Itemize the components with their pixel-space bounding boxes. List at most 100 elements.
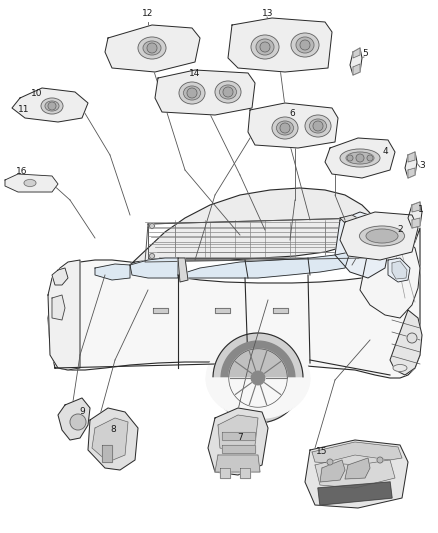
Polygon shape xyxy=(12,88,88,122)
Polygon shape xyxy=(206,378,310,418)
Polygon shape xyxy=(251,372,265,385)
Circle shape xyxy=(356,254,360,259)
Polygon shape xyxy=(130,188,375,265)
Polygon shape xyxy=(318,482,392,505)
Ellipse shape xyxy=(184,86,201,100)
Circle shape xyxy=(313,121,323,131)
Polygon shape xyxy=(5,174,58,192)
Polygon shape xyxy=(178,258,188,282)
Ellipse shape xyxy=(24,180,36,187)
Text: 14: 14 xyxy=(189,69,201,77)
Polygon shape xyxy=(48,228,420,378)
Polygon shape xyxy=(388,258,410,282)
Polygon shape xyxy=(229,349,287,407)
Polygon shape xyxy=(240,468,250,478)
Polygon shape xyxy=(353,64,360,75)
Circle shape xyxy=(149,223,155,229)
Ellipse shape xyxy=(393,365,407,372)
Polygon shape xyxy=(350,48,362,75)
Ellipse shape xyxy=(215,81,241,103)
Circle shape xyxy=(356,217,360,222)
Polygon shape xyxy=(105,25,200,72)
Circle shape xyxy=(407,333,417,343)
Polygon shape xyxy=(92,418,128,462)
Polygon shape xyxy=(340,212,418,260)
Ellipse shape xyxy=(360,226,405,246)
Ellipse shape xyxy=(310,119,326,133)
Polygon shape xyxy=(88,408,138,470)
Circle shape xyxy=(347,155,353,161)
Text: 15: 15 xyxy=(316,448,328,456)
Text: 12: 12 xyxy=(142,10,154,19)
Polygon shape xyxy=(405,152,417,178)
Polygon shape xyxy=(353,48,360,58)
Circle shape xyxy=(260,42,270,52)
Polygon shape xyxy=(325,138,395,178)
Polygon shape xyxy=(213,333,303,423)
Circle shape xyxy=(377,457,383,463)
Polygon shape xyxy=(95,264,130,280)
Text: 9: 9 xyxy=(79,408,85,416)
Ellipse shape xyxy=(143,41,161,55)
Polygon shape xyxy=(360,218,420,318)
Polygon shape xyxy=(155,70,255,115)
Polygon shape xyxy=(215,455,260,472)
Polygon shape xyxy=(130,258,178,278)
Ellipse shape xyxy=(138,37,166,59)
Circle shape xyxy=(327,459,333,465)
Polygon shape xyxy=(178,252,350,278)
Ellipse shape xyxy=(276,121,293,135)
Circle shape xyxy=(300,40,310,50)
Text: 6: 6 xyxy=(289,109,295,117)
Circle shape xyxy=(223,87,233,97)
Polygon shape xyxy=(48,260,80,370)
Text: 11: 11 xyxy=(18,106,30,115)
Circle shape xyxy=(147,43,157,53)
Polygon shape xyxy=(273,308,288,313)
Ellipse shape xyxy=(366,229,398,243)
Ellipse shape xyxy=(305,115,331,137)
Polygon shape xyxy=(221,341,295,415)
Text: 3: 3 xyxy=(419,160,425,169)
Ellipse shape xyxy=(256,39,274,55)
Polygon shape xyxy=(392,261,407,279)
Text: 7: 7 xyxy=(237,433,243,442)
Polygon shape xyxy=(248,103,338,148)
Text: 2: 2 xyxy=(397,225,403,235)
Text: 13: 13 xyxy=(262,9,274,18)
Polygon shape xyxy=(345,458,370,479)
Ellipse shape xyxy=(291,33,319,57)
Circle shape xyxy=(149,254,155,259)
Polygon shape xyxy=(222,445,255,453)
Text: 10: 10 xyxy=(31,90,43,99)
Polygon shape xyxy=(153,308,168,313)
Circle shape xyxy=(187,88,197,98)
Ellipse shape xyxy=(251,35,279,59)
Polygon shape xyxy=(315,455,395,488)
Circle shape xyxy=(48,102,56,110)
Text: 1: 1 xyxy=(418,206,424,214)
Ellipse shape xyxy=(179,82,205,104)
Polygon shape xyxy=(390,310,422,375)
Polygon shape xyxy=(412,218,420,228)
Polygon shape xyxy=(58,398,90,440)
Ellipse shape xyxy=(346,152,374,164)
Polygon shape xyxy=(412,202,420,212)
Text: 5: 5 xyxy=(362,49,368,58)
Polygon shape xyxy=(218,415,258,452)
Polygon shape xyxy=(320,460,345,482)
Polygon shape xyxy=(340,215,365,230)
Polygon shape xyxy=(408,168,415,178)
Polygon shape xyxy=(305,440,408,508)
Polygon shape xyxy=(102,445,112,462)
Polygon shape xyxy=(52,295,65,320)
Text: 16: 16 xyxy=(16,167,28,176)
Ellipse shape xyxy=(219,85,237,99)
Circle shape xyxy=(70,414,86,430)
Polygon shape xyxy=(222,432,255,440)
Polygon shape xyxy=(335,212,390,278)
Polygon shape xyxy=(206,337,310,418)
Circle shape xyxy=(367,155,373,161)
Polygon shape xyxy=(220,468,230,478)
Ellipse shape xyxy=(272,117,298,139)
